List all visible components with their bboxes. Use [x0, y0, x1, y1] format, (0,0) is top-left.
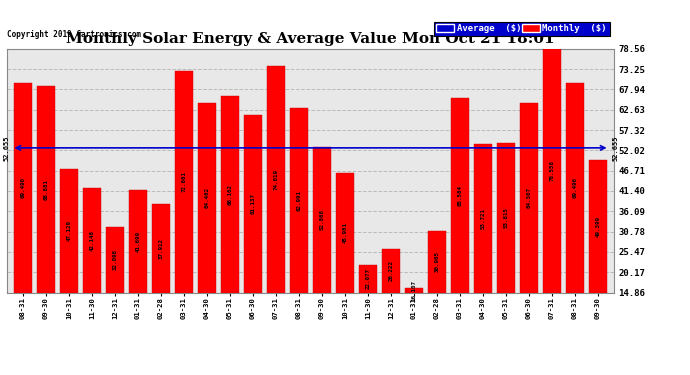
- Text: 72.661: 72.661: [181, 171, 186, 192]
- Text: 45.981: 45.981: [342, 222, 348, 243]
- Bar: [497, 144, 515, 292]
- Text: 53.721: 53.721: [480, 208, 486, 229]
- Text: 41.699: 41.699: [135, 231, 141, 252]
- Bar: [221, 96, 239, 292]
- Bar: [152, 204, 170, 292]
- Bar: [544, 49, 561, 292]
- Bar: [337, 173, 354, 292]
- Text: 66.162: 66.162: [228, 184, 233, 205]
- Text: 78.558: 78.558: [549, 160, 555, 181]
- Text: 32.098: 32.098: [112, 249, 117, 270]
- Text: 68.881: 68.881: [43, 178, 48, 200]
- Bar: [14, 84, 32, 292]
- Bar: [475, 144, 492, 292]
- Bar: [268, 66, 284, 292]
- Text: 30.965: 30.965: [435, 251, 440, 272]
- Text: 61.137: 61.137: [250, 194, 255, 214]
- Bar: [359, 265, 377, 292]
- Text: 49.399: 49.399: [595, 216, 600, 237]
- Text: 16.107: 16.107: [411, 280, 417, 301]
- Text: 22.077: 22.077: [366, 268, 371, 289]
- Bar: [61, 169, 78, 292]
- Text: 52.655: 52.655: [3, 135, 9, 160]
- Text: 64.402: 64.402: [204, 187, 210, 208]
- Bar: [106, 226, 124, 292]
- Bar: [244, 116, 262, 292]
- Bar: [175, 71, 193, 292]
- Text: 26.222: 26.222: [388, 260, 393, 281]
- Bar: [589, 160, 607, 292]
- Text: 65.584: 65.584: [457, 185, 462, 206]
- Bar: [290, 108, 308, 292]
- Bar: [199, 103, 216, 292]
- Bar: [566, 83, 584, 292]
- Bar: [520, 103, 538, 292]
- Bar: [428, 231, 446, 292]
- Text: 37.912: 37.912: [159, 238, 164, 259]
- Text: 52.655: 52.655: [613, 135, 619, 160]
- Legend: Average  ($), Monthly  ($): Average ($), Monthly ($): [433, 22, 609, 36]
- Bar: [451, 98, 469, 292]
- Bar: [37, 86, 55, 292]
- Text: Copyright 2019 Cartronics.com: Copyright 2019 Cartronics.com: [8, 30, 141, 39]
- Bar: [83, 188, 101, 292]
- Text: 53.815: 53.815: [504, 207, 509, 228]
- Bar: [406, 288, 422, 292]
- Bar: [130, 190, 146, 292]
- Bar: [382, 249, 400, 292]
- Bar: [313, 147, 331, 292]
- Text: 69.496: 69.496: [573, 177, 578, 198]
- Text: 74.019: 74.019: [273, 169, 279, 190]
- Text: 47.129: 47.129: [66, 220, 72, 241]
- Text: 42.148: 42.148: [90, 230, 95, 251]
- Text: 62.991: 62.991: [297, 190, 302, 211]
- Title: Monthly Solar Energy & Average Value Mon Oct 21 18:01: Monthly Solar Energy & Average Value Mon…: [66, 32, 555, 46]
- Text: 64.307: 64.307: [526, 188, 531, 209]
- Text: 69.490: 69.490: [21, 177, 26, 198]
- Text: 52.868: 52.868: [319, 209, 324, 230]
